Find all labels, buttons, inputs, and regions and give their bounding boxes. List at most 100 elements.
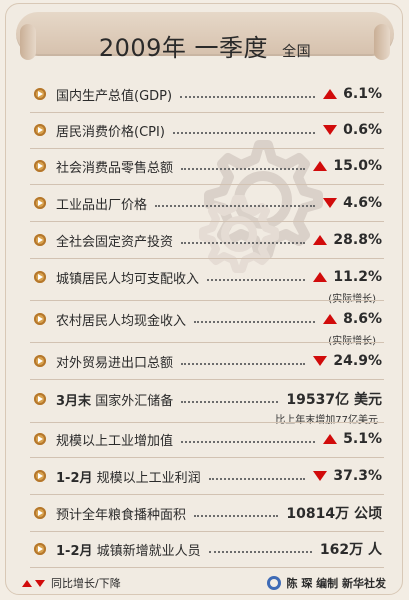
item-label: 居民消费价格(CPI) — [56, 124, 165, 140]
item-value: 10814万 公顷 — [286, 506, 382, 522]
item-value: 6.1% — [323, 86, 382, 102]
dotted-leader — [181, 363, 306, 365]
item-label: 3月末 国家外汇储备 — [56, 390, 173, 409]
dotted-leader — [181, 168, 306, 170]
infographic-frame: 2009年 一季度 全国 国内生产总值(GDP) 6.1% 居民消费价格(CPI… — [5, 3, 403, 595]
legend-text: 同比增长/下降 — [51, 577, 121, 590]
note-text: (实际增长) — [328, 332, 376, 347]
value-text: 24.9% — [333, 353, 382, 369]
play-circle-icon — [34, 234, 46, 246]
period-label: 1-2月 — [56, 470, 93, 486]
title-scroll-banner: 2009年 一季度 全国 — [16, 12, 394, 62]
play-circle-icon — [34, 160, 46, 172]
value-text: 11.2% — [333, 269, 382, 285]
item-value: 24.9% — [313, 353, 382, 369]
list-item: 3月末 国家外汇储备 19537亿 美元 — [34, 385, 382, 413]
list-item: 全社会固定资产投资 28.8% — [34, 226, 382, 254]
dotted-leader — [208, 551, 312, 553]
value-text: 6.1% — [343, 86, 382, 102]
footer: 同比增长/下降 陈 琛 编制 新华社发 — [22, 572, 386, 594]
item-value: 19537亿 美元 — [286, 392, 382, 408]
value-text: 4.6% — [343, 195, 382, 211]
legend: 同比增长/下降 — [22, 575, 121, 591]
value-text: 37.3% — [333, 468, 382, 484]
title-sub: 全国 — [282, 44, 312, 60]
item-label: 1-2月 规模以上工业利润 — [56, 467, 201, 486]
item-label: 1-2月 城镇新增就业人员 — [56, 540, 201, 559]
list-item: 居民消费价格(CPI) 0.6% — [34, 116, 382, 144]
play-circle-icon — [34, 313, 46, 325]
credit: 陈 琛 编制 新华社发 — [266, 575, 387, 591]
divider — [30, 258, 384, 259]
note-text: 比上年末增加77亿美元 — [275, 415, 378, 426]
value-text: 0.6% — [343, 122, 382, 138]
divider — [30, 221, 384, 222]
red-up-triangle-icon — [22, 579, 32, 587]
item-label: 工业品出厂价格 — [56, 197, 148, 213]
list-item: 工业品出厂价格 4.6% — [34, 189, 382, 217]
item-value: 5.1% — [323, 431, 382, 447]
dotted-leader — [194, 321, 316, 323]
item-value: 37.3% — [313, 468, 382, 484]
label-text: 国家外汇储备 — [95, 393, 174, 409]
scroll-roll-right — [374, 24, 390, 60]
item-value: 15.0% — [313, 158, 382, 174]
item-label: 对外贸易进出口总额 — [56, 355, 174, 371]
red-down-triangle-icon — [323, 125, 338, 135]
play-circle-icon — [34, 271, 46, 283]
title-main: 2009年 一季度 — [98, 34, 269, 62]
scroll-roll-left — [20, 24, 36, 60]
red-up-triangle-icon — [323, 434, 338, 444]
dotted-leader — [181, 441, 316, 443]
item-value: 4.6% — [323, 195, 382, 211]
list-item: 预计全年粮食播种面积 10814万 公顷 — [34, 499, 382, 527]
red-down-triangle-icon — [35, 579, 45, 587]
list-item: 对外贸易进出口总额 24.9% — [34, 347, 382, 375]
divider — [30, 184, 384, 185]
dotted-leader — [207, 279, 306, 281]
value-text: 5.1% — [343, 431, 382, 447]
play-circle-icon — [34, 433, 46, 445]
dotted-leader — [208, 478, 306, 480]
divider — [30, 342, 384, 343]
item-value: 162万 人 — [319, 542, 382, 558]
play-circle-icon — [34, 88, 46, 100]
item-label: 城镇居民人均可支配收入 — [56, 271, 200, 287]
dotted-leader — [194, 515, 279, 517]
value-text: 28.8% — [333, 232, 382, 248]
list-item: 社会消费品零售总额 15.0% — [34, 152, 382, 180]
item-value: 11.2% — [313, 269, 382, 285]
dotted-leader — [180, 96, 316, 98]
note-text: (实际增长) — [328, 290, 376, 305]
play-circle-icon — [34, 355, 46, 367]
item-label: 预计全年粮食播种面积 — [56, 507, 187, 523]
credit-text: 陈 琛 编制 新华社发 — [286, 577, 387, 590]
list-item: 1-2月 规模以上工业利润 37.3% — [34, 462, 382, 490]
red-up-triangle-icon — [323, 314, 338, 324]
item-value: 28.8% — [313, 232, 382, 248]
red-up-triangle-icon — [323, 89, 338, 99]
item-value: 0.6% — [323, 122, 382, 138]
period-label: 1-2月 — [56, 543, 93, 559]
red-down-triangle-icon — [313, 356, 328, 366]
item-label: 全社会固定资产投资 — [56, 234, 174, 250]
label-text: 城镇新增就业人员 — [96, 543, 201, 559]
item-label: 规模以上工业增加值 — [56, 433, 174, 449]
dotted-leader — [181, 242, 306, 244]
divider — [30, 567, 384, 568]
divider — [30, 494, 384, 495]
item-label: 社会消费品零售总额 — [56, 160, 174, 176]
list-item: 城镇居民人均可支配收入 11.2% — [34, 263, 382, 291]
divider — [30, 148, 384, 149]
legend-arrows — [22, 579, 45, 587]
item-value: 8.6% — [323, 311, 382, 327]
dotted-leader — [181, 401, 279, 403]
label-text: 规模以上工业利润 — [96, 470, 201, 486]
play-circle-icon — [34, 124, 46, 136]
play-circle-icon — [34, 393, 46, 405]
play-circle-icon — [34, 507, 46, 519]
list-item: 规模以上工业增加值 5.1% — [34, 425, 382, 453]
divider — [30, 379, 384, 380]
red-up-triangle-icon — [313, 235, 328, 245]
red-up-triangle-icon — [313, 161, 328, 171]
